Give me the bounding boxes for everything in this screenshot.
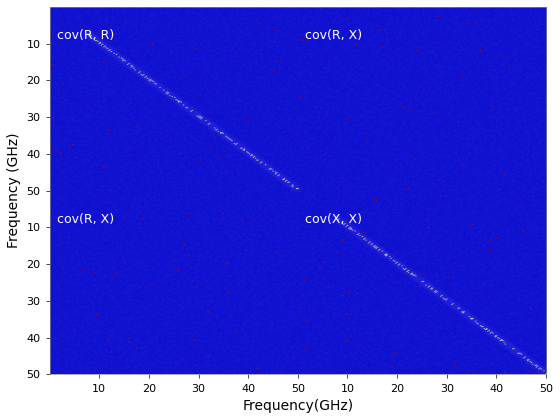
Text: cov(R, R): cov(R, R): [57, 29, 114, 42]
Text: cov(R, X): cov(R, X): [57, 213, 114, 226]
Text: cov(R, X): cov(R, X): [305, 29, 362, 42]
Y-axis label: Frequency (GHz): Frequency (GHz): [7, 133, 21, 249]
X-axis label: Frequency(GHz): Frequency(GHz): [242, 399, 353, 413]
Text: cov(X, X): cov(X, X): [305, 213, 362, 226]
